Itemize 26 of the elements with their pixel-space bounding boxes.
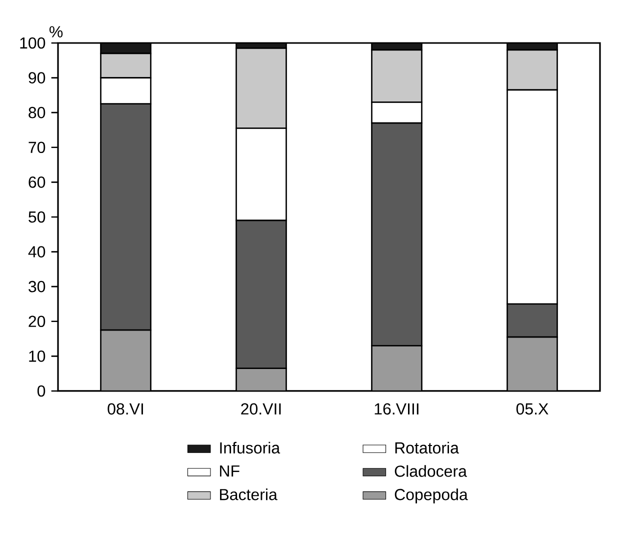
y-tick-label: 60 bbox=[28, 176, 46, 188]
y-tick-label: 50 bbox=[28, 211, 46, 223]
y-axis-title: % bbox=[50, 26, 63, 38]
y-tick-label: 80 bbox=[28, 106, 46, 118]
legend-label: Cladocera bbox=[394, 465, 467, 477]
y-tick-label: 70 bbox=[28, 142, 46, 154]
legend-label: Bacteria bbox=[220, 488, 278, 500]
bar bbox=[506, 336, 558, 391]
bar bbox=[100, 329, 152, 391]
bar bbox=[371, 345, 422, 391]
x-tick-label: 05.X bbox=[516, 403, 548, 415]
y-tick-label: 0 bbox=[37, 385, 46, 397]
y-tick-label: 40 bbox=[28, 246, 46, 258]
y-tick-label: 30 bbox=[28, 280, 46, 292]
y-tick-label: 20 bbox=[28, 316, 46, 328]
legend-label: Rotatoria bbox=[395, 442, 459, 454]
legend-label: Infusoria bbox=[220, 442, 280, 454]
y-tick-label: 90 bbox=[28, 72, 46, 84]
x-tick-label: 08.VI bbox=[108, 403, 143, 415]
x-tick-label: 16.VIII bbox=[374, 403, 418, 415]
legend-label: NF bbox=[220, 465, 240, 476]
y-tick-label: 10 bbox=[29, 350, 46, 362]
bar bbox=[236, 368, 287, 391]
y-tick-label: 100 bbox=[20, 37, 46, 49]
x-tick-label: 20.VII bbox=[241, 403, 281, 415]
legend-label: Copepoda bbox=[394, 488, 468, 504]
